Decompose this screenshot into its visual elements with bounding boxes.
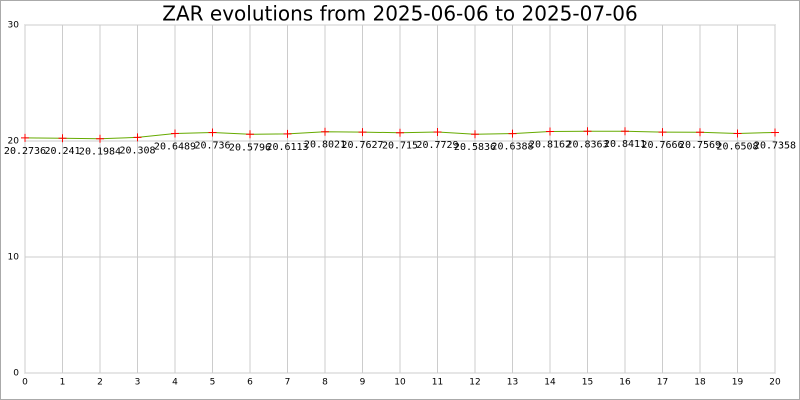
value-label: 20.7729 bbox=[416, 140, 458, 151]
value-label: 20.7569 bbox=[679, 140, 721, 151]
marker bbox=[546, 127, 554, 136]
x-tick-label: 7 bbox=[285, 378, 291, 388]
x-tick-label: 17 bbox=[657, 378, 668, 388]
value-label: 20.6113 bbox=[266, 142, 308, 153]
value-label: 20.7627 bbox=[341, 140, 383, 151]
marker bbox=[283, 129, 292, 138]
marker bbox=[583, 127, 592, 136]
marker bbox=[433, 128, 442, 137]
x-tick-label: 12 bbox=[469, 378, 480, 388]
x-tick-label: 20 bbox=[769, 378, 781, 388]
x-tick-label: 10 bbox=[394, 378, 406, 388]
value-label: 20.8411 bbox=[604, 139, 646, 150]
value-label: 20.7358 bbox=[754, 140, 796, 151]
marker bbox=[321, 127, 329, 136]
chart-title: ZAR evolutions from 2025-06-06 to 2025-0… bbox=[162, 2, 638, 26]
value-label: 20.6508 bbox=[716, 141, 758, 152]
marker bbox=[471, 130, 479, 139]
value-label: 20.241 bbox=[44, 146, 80, 157]
value-label: 20.736 bbox=[194, 140, 230, 151]
x-tick-label: 8 bbox=[322, 378, 328, 388]
x-tick-label: 13 bbox=[507, 378, 518, 388]
marker bbox=[658, 128, 667, 137]
x-tick-label: 19 bbox=[732, 378, 744, 388]
value-label: 20.2736 bbox=[4, 146, 46, 157]
marker bbox=[733, 129, 742, 138]
marker bbox=[246, 130, 254, 139]
value-label: 20.8021 bbox=[304, 140, 346, 151]
marker bbox=[508, 129, 517, 138]
value-label: 20.5796 bbox=[229, 142, 271, 153]
x-tick-label: 0 bbox=[22, 378, 28, 388]
value-label: 20.8363 bbox=[566, 139, 608, 150]
y-tick-label: 0 bbox=[13, 369, 19, 379]
marker bbox=[171, 129, 179, 138]
y-tick-label: 10 bbox=[8, 253, 20, 263]
marker bbox=[771, 128, 779, 137]
marker bbox=[621, 127, 629, 136]
marker bbox=[133, 133, 142, 142]
value-label: 20.6388 bbox=[491, 142, 533, 153]
x-tick-label: 18 bbox=[694, 378, 706, 388]
marker bbox=[96, 134, 104, 143]
y-tick-label: 20 bbox=[8, 137, 20, 147]
x-tick-label: 6 bbox=[247, 378, 253, 388]
value-label: 20.6489 bbox=[154, 141, 196, 152]
marker bbox=[396, 128, 404, 137]
value-label: 20.715 bbox=[382, 141, 418, 152]
marker bbox=[696, 128, 704, 137]
x-tick-label: 5 bbox=[210, 378, 216, 388]
x-tick-label: 1 bbox=[60, 378, 66, 388]
y-tick-label: 30 bbox=[8, 21, 20, 31]
x-tick-label: 16 bbox=[619, 378, 631, 388]
marker bbox=[21, 133, 29, 142]
x-tick-label: 15 bbox=[582, 378, 593, 388]
marker bbox=[58, 134, 67, 143]
value-label: 20.1984 bbox=[79, 147, 121, 158]
x-tick-label: 14 bbox=[544, 378, 556, 388]
x-tick-label: 11 bbox=[432, 378, 443, 388]
marker bbox=[358, 128, 367, 137]
value-label: 20.5836 bbox=[454, 142, 496, 153]
value-label: 20.8162 bbox=[529, 140, 571, 151]
x-tick-label: 4 bbox=[172, 378, 178, 388]
x-tick-label: 3 bbox=[135, 378, 141, 388]
value-label: 20.308 bbox=[119, 145, 155, 156]
marker bbox=[208, 128, 217, 137]
value-label: 20.7666 bbox=[641, 140, 683, 151]
x-tick-label: 9 bbox=[360, 378, 366, 388]
x-tick-label: 2 bbox=[97, 378, 103, 388]
